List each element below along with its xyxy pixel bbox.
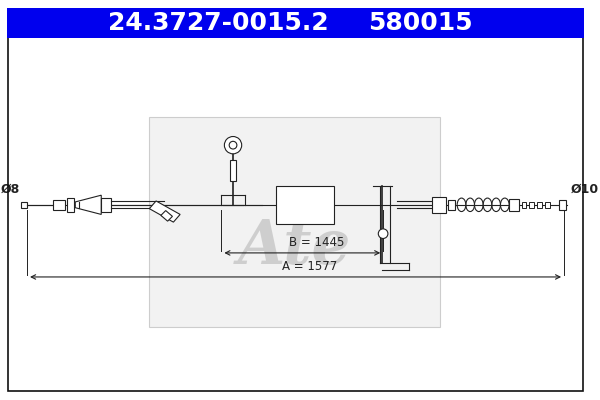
Polygon shape	[161, 210, 172, 221]
Text: B = 1445: B = 1445	[289, 236, 344, 249]
Circle shape	[229, 141, 237, 149]
Bar	[559, 200, 566, 210]
Bar	[448, 200, 455, 210]
Bar	[7, 8, 584, 38]
Text: 24.3727-0015.2: 24.3727-0015.2	[108, 11, 329, 35]
Text: A = 1577: A = 1577	[283, 260, 338, 273]
Bar	[432, 197, 446, 212]
Bar	[53, 200, 65, 210]
Text: Ø8: Ø8	[1, 183, 20, 196]
Bar	[529, 202, 534, 208]
Text: Ate: Ate	[238, 217, 351, 277]
Bar	[67, 198, 74, 212]
Circle shape	[378, 229, 388, 238]
Bar	[545, 202, 550, 208]
Bar	[537, 202, 542, 208]
Polygon shape	[149, 201, 180, 222]
Circle shape	[224, 136, 242, 154]
Polygon shape	[75, 195, 101, 214]
Bar	[101, 198, 111, 212]
Bar	[149, 117, 440, 327]
Text: Ø10: Ø10	[571, 183, 599, 196]
Bar	[277, 186, 334, 224]
Bar	[22, 202, 27, 208]
Bar	[521, 202, 526, 208]
Bar	[509, 199, 519, 210]
Text: 580015: 580015	[368, 11, 473, 35]
Bar	[230, 160, 236, 181]
